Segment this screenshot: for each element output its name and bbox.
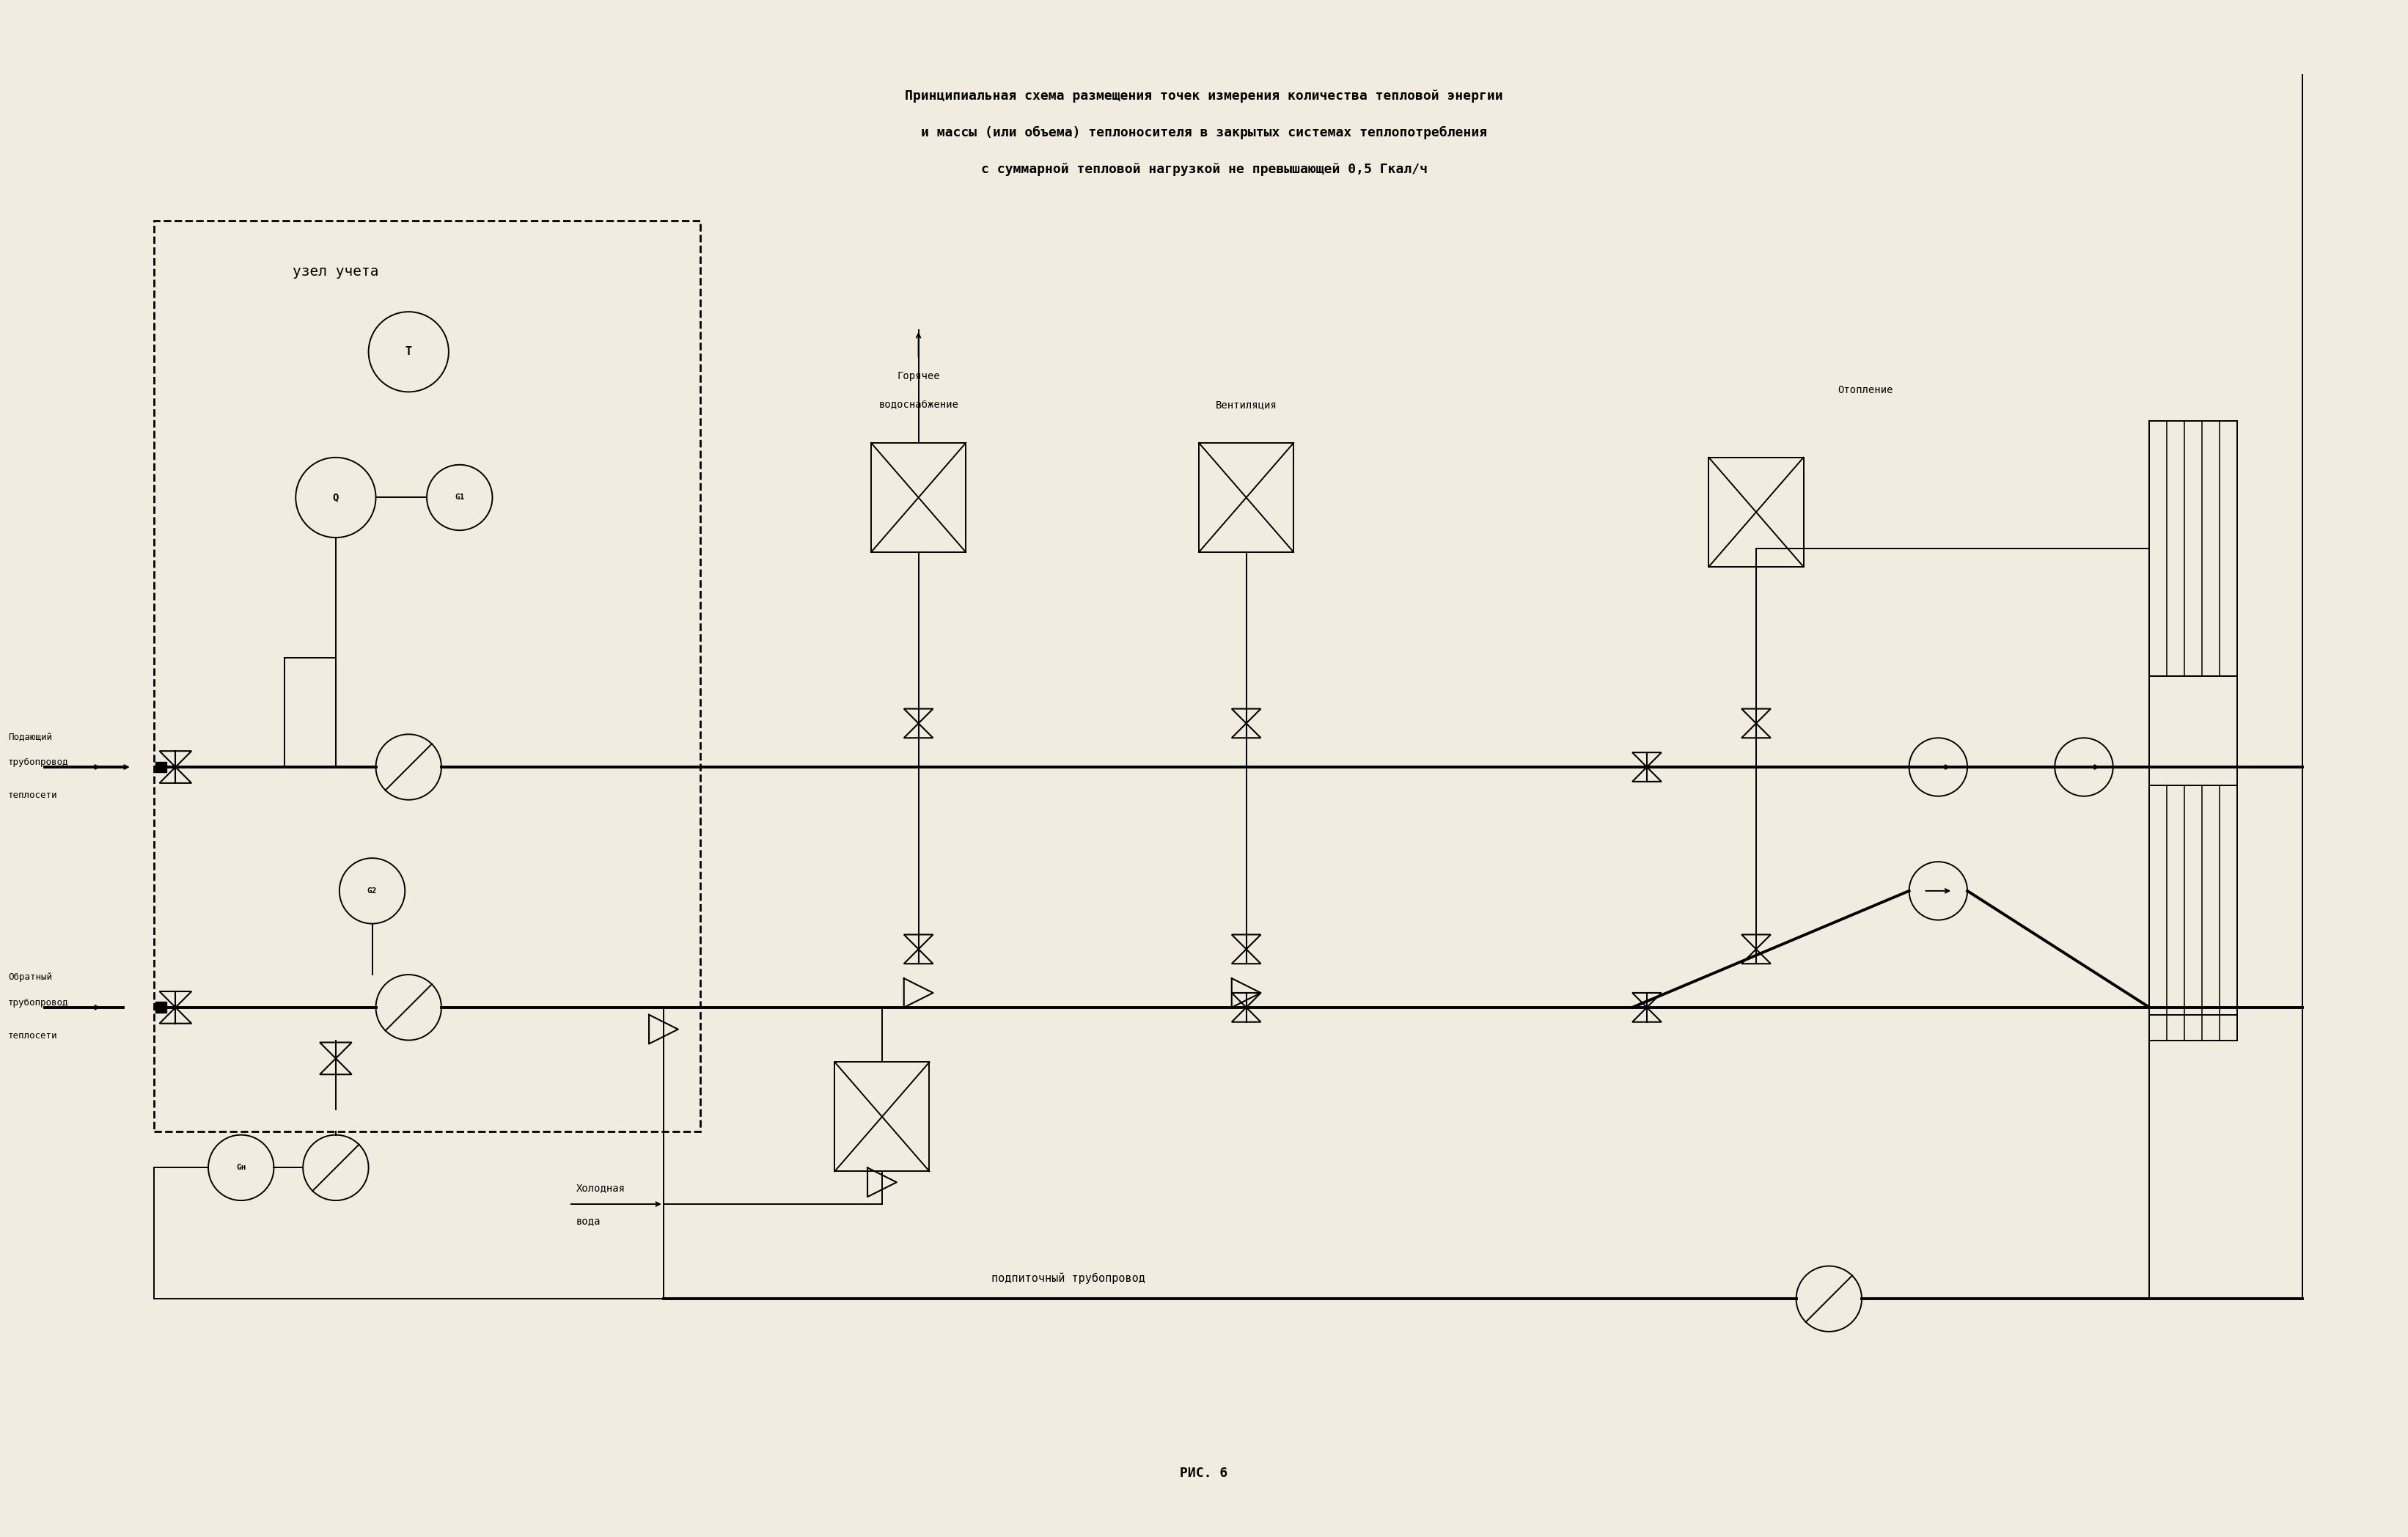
Text: Принципиальная схема размещения точек измерения количества тепловой энергии: Принципиальная схема размещения точек из… <box>905 89 1503 103</box>
Bar <box>157 761 166 773</box>
Text: G1: G1 <box>455 493 465 501</box>
Bar <box>2150 421 2237 676</box>
Text: T: T <box>405 346 412 357</box>
Text: G2: G2 <box>368 887 378 895</box>
Text: теплосети: теплосети <box>7 1031 58 1041</box>
Text: подпиточный трубопровод: подпиточный трубопровод <box>992 1273 1146 1285</box>
Text: теплосети: теплосети <box>7 790 58 799</box>
Bar <box>154 221 701 1131</box>
Text: Q: Q <box>332 492 340 503</box>
Text: Холодная: Холодная <box>576 1183 626 1193</box>
Text: узел учета: узел учета <box>294 264 378 280</box>
Text: РИС. 6: РИС. 6 <box>1180 1466 1228 1480</box>
Text: Горячее: Горячее <box>896 370 939 381</box>
Text: водоснабжение: водоснабжение <box>879 400 958 410</box>
Text: с суммарной тепловой нагрузкой не превышающей 0,5 Гкал/ч: с суммарной тепловой нагрузкой не превыш… <box>980 163 1428 175</box>
Bar <box>836 1062 929 1171</box>
Text: трубопровод: трубопровод <box>7 758 67 767</box>
Bar <box>872 443 966 552</box>
Text: Вентиляция: Вентиляция <box>1216 400 1276 410</box>
Bar <box>1199 443 1293 552</box>
Bar <box>1710 458 1804 567</box>
Bar <box>157 1002 166 1013</box>
Text: Gн: Gн <box>236 1164 246 1171</box>
Text: Обратный: Обратный <box>7 973 53 982</box>
Text: Отопление: Отопление <box>1837 386 1893 395</box>
Text: и массы (или объема) теплоносителя в закрытых системах теплопотребления: и массы (или объема) теплоносителя в зак… <box>920 126 1488 140</box>
Text: трубопровод: трубопровод <box>7 998 67 1007</box>
Text: вода: вода <box>576 1216 600 1227</box>
Text: Подающий: Подающий <box>7 732 53 741</box>
Bar <box>2150 785 2237 1041</box>
